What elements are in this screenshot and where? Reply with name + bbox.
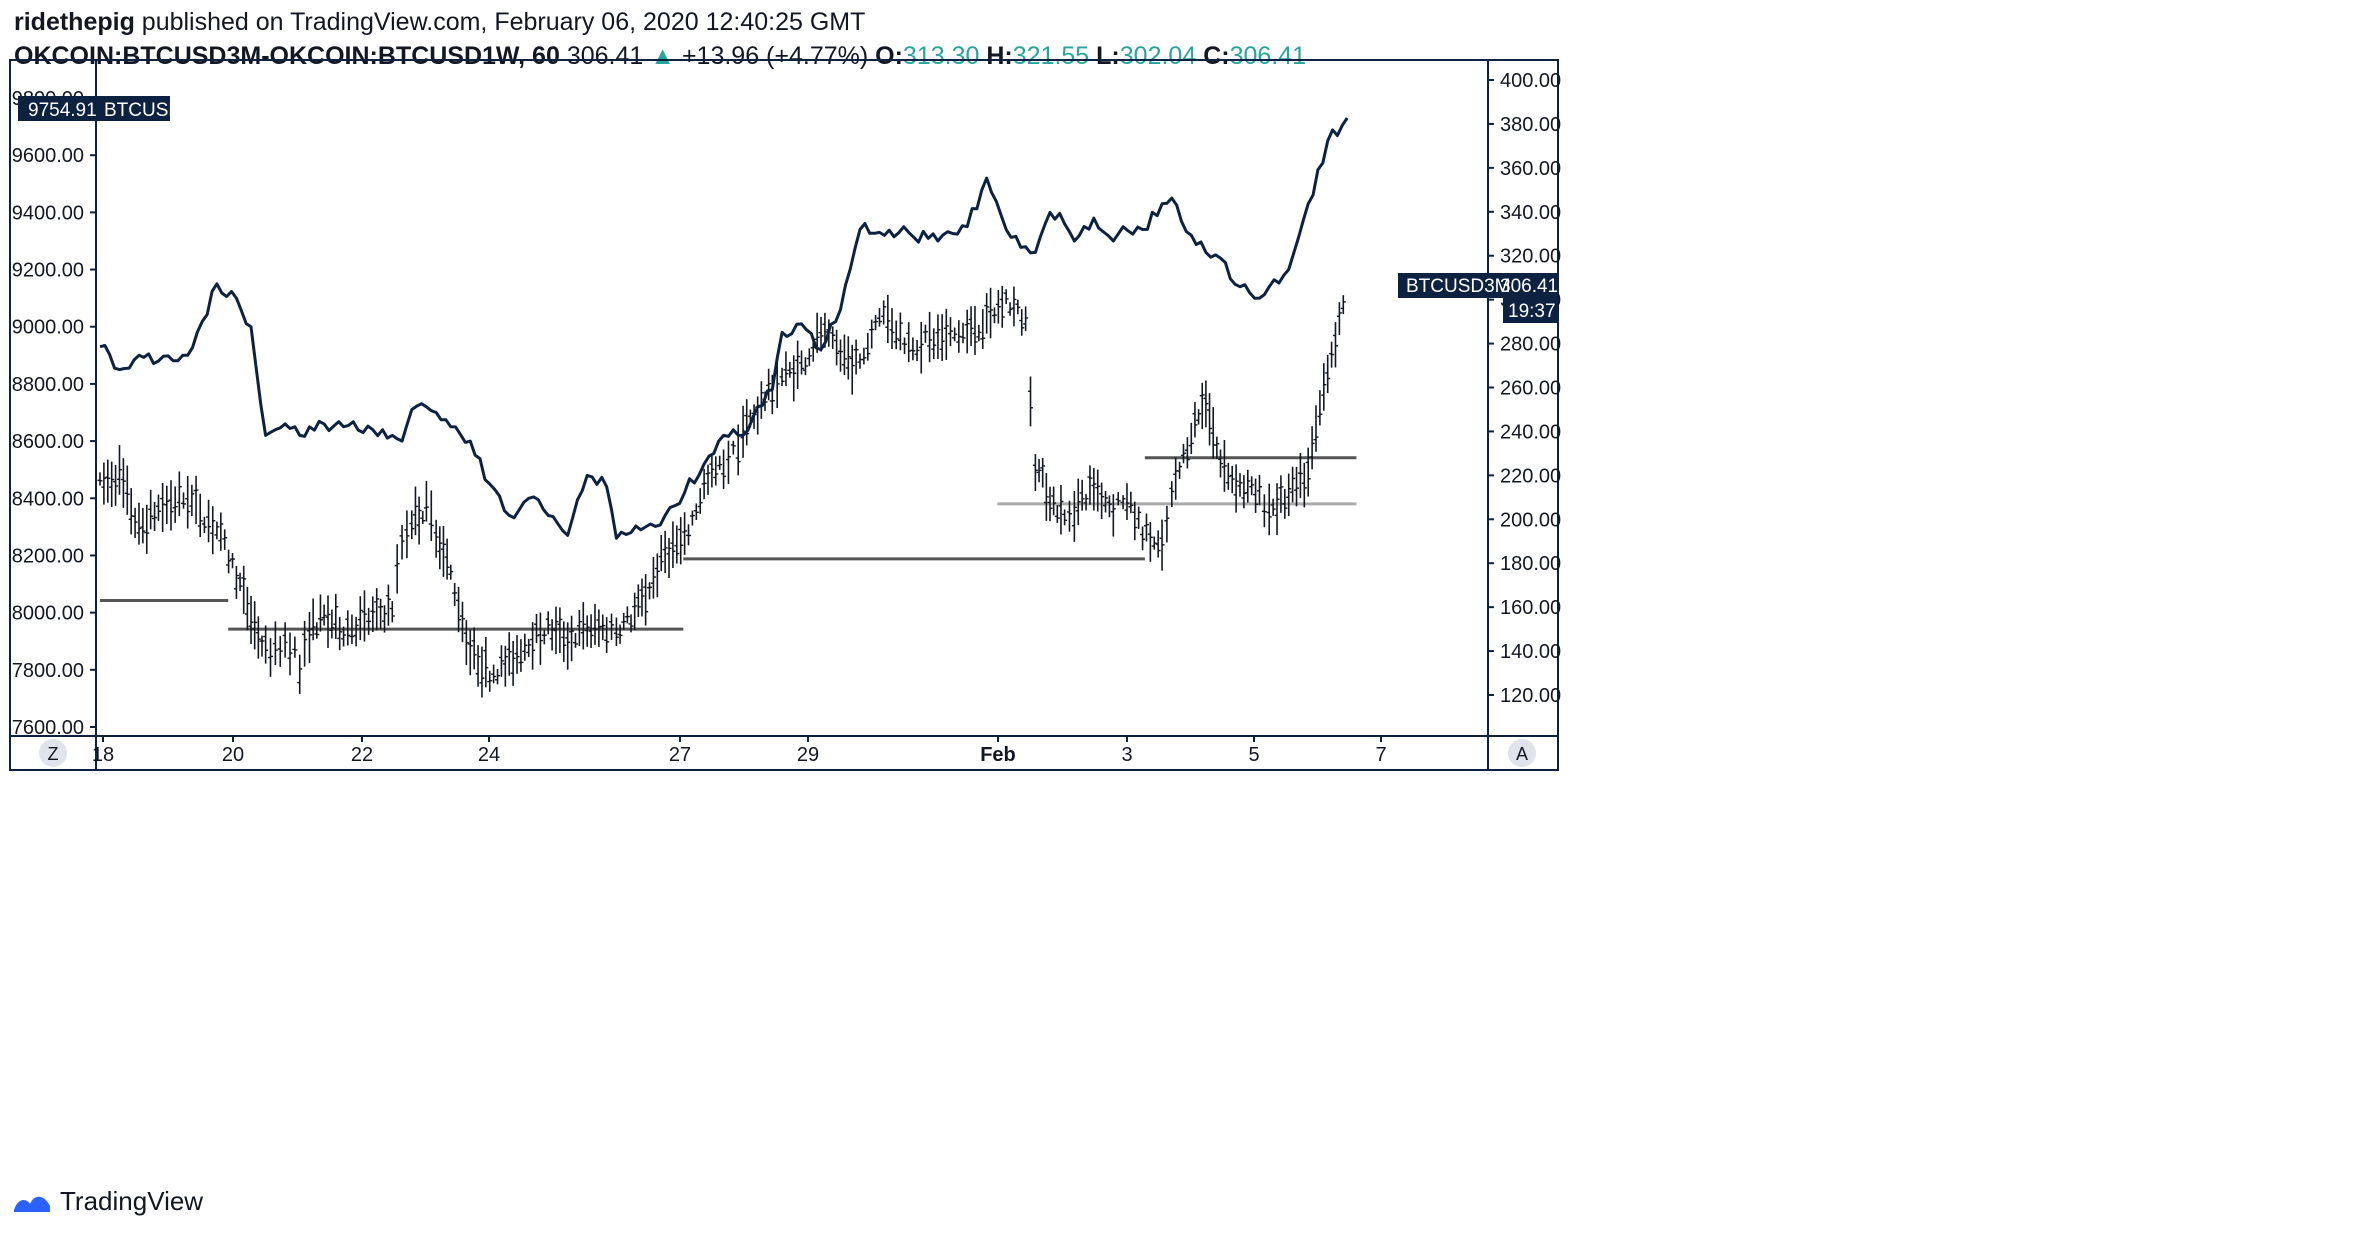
close-label: C:: [1203, 42, 1230, 70]
left-price-axis[interactable]: 7600.00 7800.00 8000.00 8200.00 8400.00 8600.…: [12, 88, 96, 739]
last-price: 306.41: [566, 42, 644, 70]
high-label: H:: [986, 42, 1013, 70]
btcusd3m-ohlc-series: [97, 285, 1346, 698]
left-tick-label: 8200.00: [12, 545, 84, 567]
left-tick-label: 9000.00: [12, 317, 84, 339]
time-tick-label: 18: [92, 744, 114, 766]
chart-frame: [9, 59, 1559, 771]
left-tick-label: 9200.00: [12, 260, 84, 282]
right-tick-label: 180.00: [1500, 553, 1561, 575]
countdown-label: 19:37: [1508, 301, 1556, 322]
left-tick-label: 7800.00: [12, 660, 84, 682]
right-price-axis[interactable]: 120.00 140.00 160.00 180.00 200.00 220.00 240.…: [1488, 70, 1561, 707]
high-value: 321.55: [1012, 42, 1090, 70]
btcusd-line: [99, 117, 1349, 540]
right-tick-label: 220.00: [1500, 465, 1561, 487]
left-tick-label: 9600.00: [12, 145, 84, 167]
symbol-title: OKCOIN:BTCUSD3M-OKCOIN:BTCUSD1W, 60: [14, 42, 560, 70]
time-tick-label: 29: [797, 744, 819, 766]
publish-info: ridethepig published on TradingView.com,…: [14, 8, 865, 37]
countdown-box: [1503, 298, 1558, 323]
outer-frame: [9, 59, 1559, 771]
tradingview-logo[interactable]: TradingView: [12, 1186, 203, 1217]
btcusd-name-label: BTCUSD: [104, 100, 182, 121]
right-tick-label: 380.00: [1500, 114, 1561, 136]
left-tick-label: 8000.00: [12, 603, 84, 625]
right-tick-label: 360.00: [1500, 158, 1561, 180]
low-label: L:: [1096, 42, 1120, 70]
left-tick-label: 7600.00: [12, 717, 84, 739]
tradingview-brand: TradingView: [60, 1186, 204, 1216]
time-tick-label: 20: [222, 744, 244, 766]
time-tick-label: Feb: [980, 744, 1016, 766]
left-tick-label: 8600.00: [12, 431, 84, 453]
spread-label-box: [1398, 273, 1558, 298]
right-tick-label: 160.00: [1500, 597, 1561, 619]
time-tick-label: 3: [1121, 744, 1132, 766]
time-tick-label: 24: [478, 744, 500, 766]
spread-price-label: 306.41: [1500, 276, 1558, 297]
left-tick-label: 8800.00: [12, 374, 84, 396]
btcusd-line-series: [99, 117, 1349, 540]
publish-text: published on TradingView.com, February 0…: [134, 8, 866, 36]
right-tick-label: 240.00: [1500, 421, 1561, 443]
open-value: 313.30: [902, 42, 980, 70]
close-value: 306.41: [1229, 42, 1307, 70]
open-label: O:: [875, 42, 903, 70]
right-tick-label: 260.00: [1500, 378, 1561, 400]
right-tick-label: 140.00: [1500, 641, 1561, 663]
spread-name-label: BTCUSD3M: [1406, 276, 1511, 297]
time-tick-label: 22: [351, 744, 373, 766]
right-tick-label: 120.00: [1500, 685, 1561, 707]
up-arrow-icon: ▲: [650, 42, 675, 70]
tradingview-logo-icon: [14, 1196, 50, 1212]
time-tick-label: 7: [1375, 744, 1386, 766]
price-change: +13.96 (+4.77%): [681, 42, 869, 70]
left-tick-label: 8400.00: [12, 488, 84, 510]
auto-scale-button[interactable]: [1508, 739, 1536, 767]
right-tick-label: 320.00: [1500, 246, 1561, 268]
right-tick-label: 340.00: [1500, 202, 1561, 224]
low-value: 302.04: [1119, 42, 1197, 70]
right-tick-label: 280.00: [1500, 334, 1561, 356]
time-tick-label: 27: [669, 744, 691, 766]
btcusd-price-label: 9754.91: [28, 100, 97, 121]
btcusd-label-box: [18, 96, 170, 121]
legend-row: OKCOIN:BTCUSD3M-OKCOIN:BTCUSD1W, 60 306.…: [14, 42, 1306, 71]
author-name[interactable]: ridethepig: [14, 8, 135, 36]
zoom-reset-button[interactable]: [39, 739, 67, 767]
left-tick-label: 9400.00: [12, 202, 84, 224]
zoom-reset-label: Z: [48, 744, 59, 764]
right-tick-label: 400.00: [1500, 70, 1561, 92]
time-tick-label: 5: [1248, 744, 1259, 766]
right-tick-label: 200.00: [1500, 509, 1561, 531]
auto-scale-label: A: [1516, 744, 1528, 764]
time-axis[interactable]: 18 20 22 24 27 29 Feb 3 5 7: [92, 736, 1387, 766]
